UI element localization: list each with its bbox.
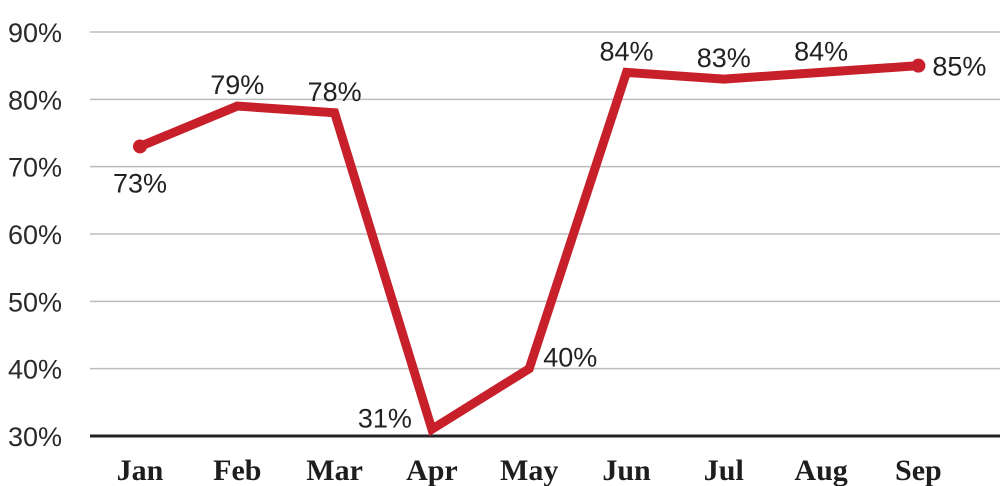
y-tick-label: 70% xyxy=(8,153,62,183)
y-tick-label: 80% xyxy=(8,85,62,115)
data-label: 83% xyxy=(697,43,751,73)
data-label: 85% xyxy=(932,52,986,82)
data-label: 73% xyxy=(113,168,167,198)
data-label: 84% xyxy=(599,36,653,66)
x-tick-label: Sep xyxy=(895,454,942,486)
y-tick-label: 50% xyxy=(8,287,62,317)
x-tick-label: Mar xyxy=(306,454,363,486)
x-tick-label: Feb xyxy=(213,454,261,486)
y-tick-label: 90% xyxy=(8,18,62,48)
data-label: 31% xyxy=(358,403,412,433)
x-tick-label: May xyxy=(500,454,558,486)
data-label: 79% xyxy=(210,70,264,100)
x-tick-label: Apr xyxy=(406,454,458,486)
data-labels: 73% 79% 78% 31% 40% 84% 83% 84% 85% xyxy=(113,36,986,433)
data-label: 84% xyxy=(794,36,848,66)
y-tick-label: 40% xyxy=(8,355,62,385)
series-layer xyxy=(133,58,926,437)
gridlines xyxy=(90,31,1000,370)
y-tick-label: 60% xyxy=(8,220,62,250)
x-tick-label: Aug xyxy=(794,454,847,486)
data-point xyxy=(133,139,147,154)
x-axis-ticks: Jan Feb Mar Apr May Jun Jul Aug Sep xyxy=(117,454,942,486)
data-label: 78% xyxy=(308,77,362,107)
data-label: 40% xyxy=(543,343,597,373)
data-point xyxy=(911,58,926,73)
series-line xyxy=(135,61,923,437)
x-tick-label: Jun xyxy=(602,454,651,486)
y-tick-label: 30% xyxy=(8,422,62,452)
y-axis-ticks: 30% 40% 50% 60% 70% 80% 90% xyxy=(8,18,62,452)
x-tick-label: Jul xyxy=(704,454,744,486)
x-tick-label: Jan xyxy=(117,454,164,486)
